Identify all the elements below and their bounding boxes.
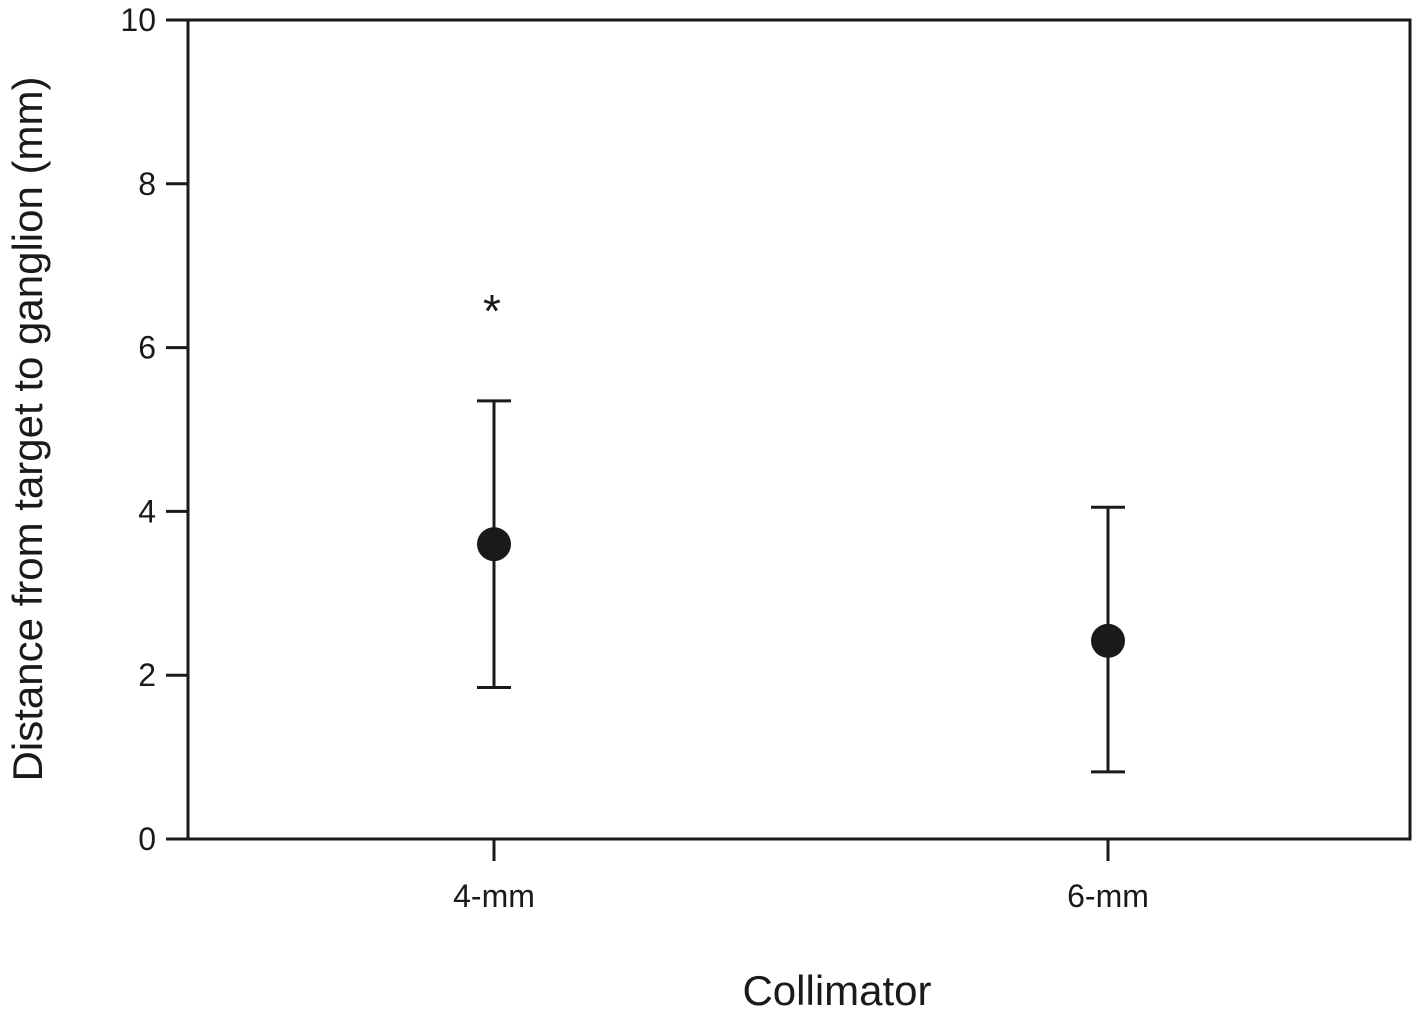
significance-annotation-4-mm: *: [483, 285, 501, 337]
y-tick-label-4: 4: [138, 493, 156, 529]
y-tick-label-6: 6: [138, 330, 156, 366]
x-axis-title: Collimator: [742, 967, 931, 1014]
y-tick-label-0: 0: [138, 821, 156, 857]
x-tick-label-6-mm: 6-mm: [1067, 878, 1149, 914]
y-tick-label-10: 10: [120, 2, 156, 38]
mean-point-4-mm: [477, 527, 511, 562]
x-tick-label-4-mm: 4-mm: [453, 878, 535, 914]
y-tick-label-2: 2: [138, 657, 156, 693]
axes-layer: 0 2 4 6 8 10 4-mm 6-mm: [120, 2, 1412, 914]
marks-layer: *: [477, 285, 1125, 774]
plot-frame: [186, 18, 1412, 841]
y-axis-title: Distance from target to ganglion (mm): [4, 77, 51, 782]
mean-point-6-mm: [1091, 623, 1125, 658]
y-tick-label-8: 8: [138, 166, 156, 202]
